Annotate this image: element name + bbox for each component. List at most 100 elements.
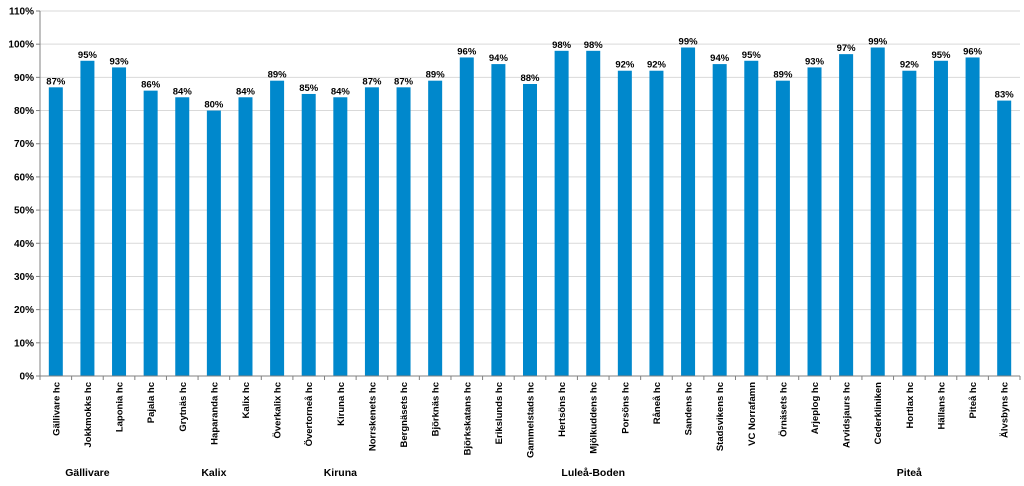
y-tick-label: 100% [8,40,34,51]
x-tick-label: Norrskenets hc [367,382,378,451]
group-label: Gällivare [65,467,110,479]
bar [712,64,727,376]
y-tick-label: 40% [14,239,34,250]
bar [775,80,790,376]
x-tick-label: Stadsvikens hc [715,382,726,451]
y-tick-label: 60% [14,172,34,183]
x-tick-label: Björknäs hc [431,382,442,436]
bar [364,87,379,377]
data-label: 97% [837,43,857,54]
data-label: 95% [931,50,951,61]
bar [586,50,601,377]
bar [270,80,285,376]
data-label: 89% [268,70,288,81]
y-tick-label: 20% [14,305,34,316]
y-tick-label: 70% [14,139,34,150]
y-tick-label: 80% [14,106,34,117]
x-tick-label: Kiruna hc [336,382,347,426]
bar [902,70,917,377]
data-label: 96% [963,46,983,57]
data-label: 85% [299,83,319,94]
bar [396,87,411,377]
x-tick-label: Gammelstads hc [526,382,537,458]
bar [206,110,221,376]
x-tick-label: Gällivare hc [51,382,62,436]
group-label: Luleå-Boden [561,467,625,479]
axes [39,11,1021,380]
data-label: 80% [204,100,224,111]
x-tick-label: VC Norrafamn [747,382,758,446]
bar [744,60,759,376]
x-tick-labels: Gällivare hc Jokkmokks hc Laponia hc Pajala… [51,382,1010,458]
bar [80,60,95,376]
y-tick-label: 0% [20,372,35,383]
data-label: 89% [773,70,793,81]
data-label: 88% [520,73,540,84]
y-tick-label: 50% [14,206,34,217]
x-tick-label: Hortlax hc [905,382,916,428]
y-tick-label: 110% [9,7,34,18]
x-tick-label: Laponia hc [115,382,126,432]
x-tick-label: Arjeplog hc [810,382,821,434]
x-tick-label: Övertorneå hc [304,382,315,446]
bar [617,70,632,377]
y-tick-labels: 0% 10% 20% 30% 40% 50% 60% 70% 80% 90% 100% 110% [8,7,34,383]
x-tick-label: Jokkmokks hc [83,382,94,447]
bar [48,87,63,377]
y-tick-label: 90% [14,73,34,84]
group-label: Kalix [201,467,226,479]
bar [681,47,696,376]
group-label: Piteå [897,467,922,479]
x-tick-label: Bergnäsets hc [399,382,410,447]
bar [491,64,506,376]
x-tick-label: Hällans hc [936,382,947,430]
bar [333,97,348,376]
data-label: 99% [679,37,699,48]
x-tick-label: Älvsbyns hc [1000,382,1011,438]
bar [807,67,822,376]
bar [997,100,1012,376]
y-tick-label: 10% [14,338,34,349]
data-label: 92% [647,60,667,71]
x-tick-label: Sandens hc [684,382,695,435]
data-label: 87% [46,76,66,87]
x-tick-label: Porsöns hc [620,382,631,434]
group-label: Kiruna [324,467,357,479]
data-label: 83% [995,90,1015,101]
bar [459,57,474,377]
bar [870,47,885,376]
bar [523,84,537,376]
x-tick-label: Mjölkuddens hc [589,382,600,454]
x-tick-label: Hertsöns hc [557,382,568,437]
data-labels: 87% 95% 93% 86% 84% 80% 84% 89% 85% 84% 87% 87% 89% 9… [46,37,1014,111]
data-label: 94% [710,53,730,64]
x-tick-label: Erikslunds hc [494,382,505,444]
x-tick-label: Cederkliniken [873,382,884,444]
x-tick-label: Örnäsets hc [778,382,789,437]
x-tick-label: Kalix hc [241,382,252,418]
bar [649,70,664,377]
bar [238,97,253,376]
bar [428,80,443,376]
bar [965,57,980,377]
group-labels: Gällivare Kalix Kiruna Luleå-Boden Piteå [65,467,922,479]
x-tick-label: Råneå hc [652,382,663,424]
data-label: 84% [236,86,256,97]
data-label: 94% [489,53,509,64]
bar [554,50,569,377]
data-label: 95% [742,50,762,61]
data-label: 84% [173,86,193,97]
data-label: 99% [868,37,888,48]
bar [933,60,948,376]
data-label: 93% [110,56,130,67]
bar [112,67,127,376]
bars [48,47,1012,377]
x-tick-label: Björkskatans hc [462,382,473,455]
x-tick-label: Grytnäs hc [178,382,189,432]
data-label: 98% [584,40,604,51]
bar [301,93,316,377]
bar [143,90,158,377]
data-label: 84% [331,86,351,97]
bar [839,54,854,377]
